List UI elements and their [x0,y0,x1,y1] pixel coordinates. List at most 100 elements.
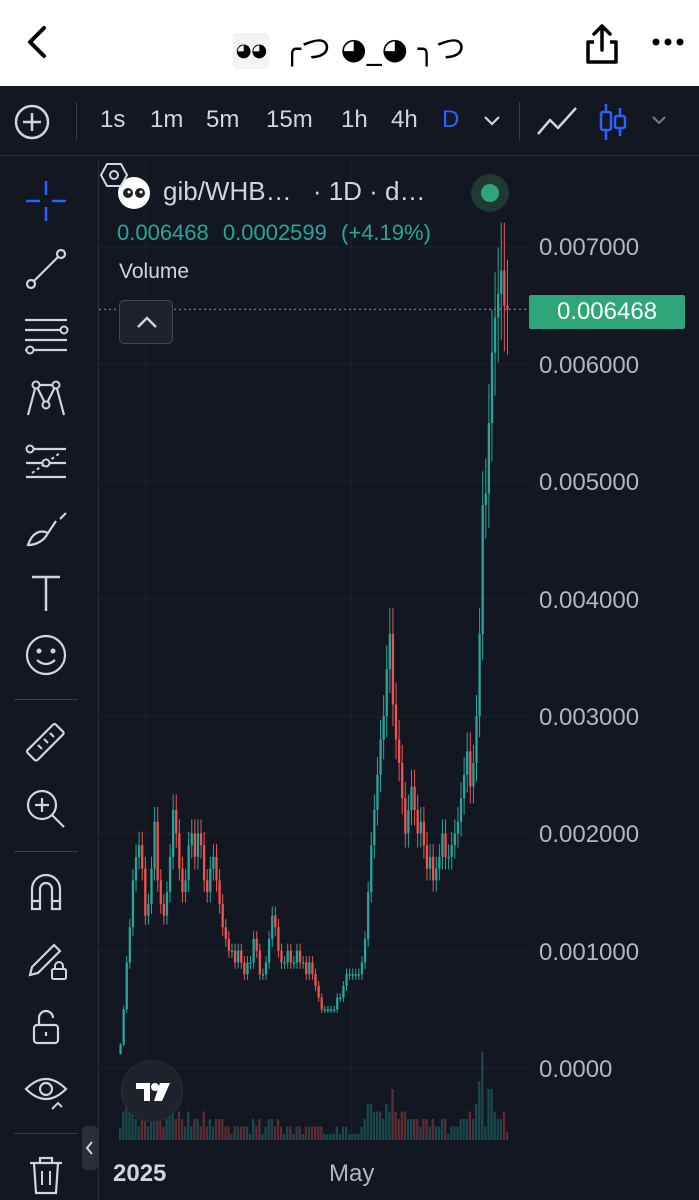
volume-bar [450,1126,453,1140]
volume-bar [184,1126,187,1140]
toolbar-divider [519,102,520,140]
candle-body [478,634,481,717]
candle-body [125,962,128,1010]
tradingview-logo[interactable] [121,1060,183,1122]
back-chevron-icon[interactable] [18,22,58,62]
volume-bar [128,1111,131,1140]
volume-bar [335,1126,338,1140]
timeframe-1h[interactable]: 1h [341,106,368,133]
symbol-label[interactable]: gib/WHB… · 1D · d… [163,176,426,207]
timeframe-5m[interactable]: 5m [206,106,240,133]
fib-lines-icon[interactable] [22,312,70,360]
trash-icon[interactable] [22,1151,70,1199]
volume-bar [283,1134,286,1140]
volume-bar [131,1104,134,1140]
candle-body [469,751,472,787]
volume-bar [153,1104,156,1140]
eye-icon[interactable] [22,1067,70,1115]
chart-pane[interactable]: gib/WHB… · 1D · d… 0.006468 0.0002599 (+… [98,160,699,1200]
candle-body [289,950,292,963]
candle-body [425,845,429,869]
candle-body [339,997,342,1000]
chart-settings-icon[interactable] [99,160,129,190]
candle-body [172,809,175,857]
brush-icon[interactable] [22,505,70,553]
candle-body [252,938,255,963]
price-change-pct: (+4.19%) [341,220,431,245]
volume-bar [468,1111,472,1140]
candle-body [503,270,506,306]
pattern-icon[interactable] [22,375,70,423]
volume-bar [276,1119,280,1140]
volume-bar [245,1126,249,1140]
share-icon[interactable] [582,22,622,66]
candle-body [227,938,231,951]
trend-line-icon[interactable] [22,245,70,293]
add-symbol-icon[interactable] [14,104,50,140]
timeframe-1s[interactable]: 1s [100,106,126,133]
candle-body [336,997,339,1010]
magnet-icon[interactable] [22,869,70,917]
candle-body [286,950,289,963]
volume-bar [459,1119,462,1140]
candle-body [153,821,156,869]
candle-body [119,1044,122,1054]
candle-body [490,352,494,423]
candle-body [181,868,184,893]
legend-collapse-button[interactable] [119,300,173,344]
volume-bar [140,1119,143,1140]
candle-body [187,845,190,881]
projection-icon[interactable] [22,439,70,487]
candle-body [422,821,426,846]
candle-chart-icon[interactable] [598,102,628,142]
volume-bar [456,1126,459,1140]
ruler-icon[interactable] [22,719,70,767]
candle-body [175,809,178,834]
timeframe-1m[interactable]: 1m [150,106,184,133]
sidebar-collapse-toggle[interactable] [82,1126,98,1170]
text-icon[interactable] [22,569,70,617]
drawing-tools-sidebar [0,157,94,1200]
candle-body [264,962,268,975]
more-options-icon[interactable] [650,30,686,54]
candle-body [351,974,354,976]
candle-body [193,833,196,857]
market-status-badge[interactable] [471,174,509,212]
candle-body [165,892,169,916]
volume-bar [434,1126,438,1140]
timeframe-4h[interactable]: 4h [391,106,418,133]
symbol-name[interactable]: gib/WHB… [163,176,292,206]
volume-bar [490,1089,493,1140]
volume-bar [270,1119,273,1140]
volume-bar [363,1119,366,1140]
volume-bar [301,1134,304,1140]
candle-body [419,821,422,834]
candle-body [131,880,135,928]
volume-bar [236,1126,239,1140]
volume-bar [409,1119,413,1140]
candle-body [376,774,379,810]
candle-body [240,950,243,963]
volume-bar [227,1126,230,1140]
interval-label: · 1D · d… [312,176,426,206]
volume-label: Volume [119,260,190,283]
price-change-row: 0.006468 0.0002599 (+4.19%) [117,220,439,246]
timeframe-15m[interactable]: 15m [266,106,313,133]
crosshair-icon[interactable] [22,177,70,225]
volume-bar [252,1119,255,1140]
time-axis-label: May [329,1160,375,1187]
candle-body [190,833,193,846]
lock-icon[interactable] [22,1003,70,1051]
emoji-icon[interactable] [22,631,70,679]
volume-bar [416,1119,419,1140]
timeframe-d[interactable]: D [442,106,460,133]
zoom-in-icon[interactable] [22,785,70,833]
candle-body [209,868,212,893]
timeframe-dropdown-icon[interactable] [482,112,502,128]
candle-body [388,634,391,670]
chart-type-dropdown-icon[interactable] [650,112,668,128]
volume-bar [385,1104,388,1140]
lock-drawing-icon[interactable] [22,937,70,985]
line-chart-icon[interactable] [536,104,578,138]
volume-bar [505,1131,509,1140]
